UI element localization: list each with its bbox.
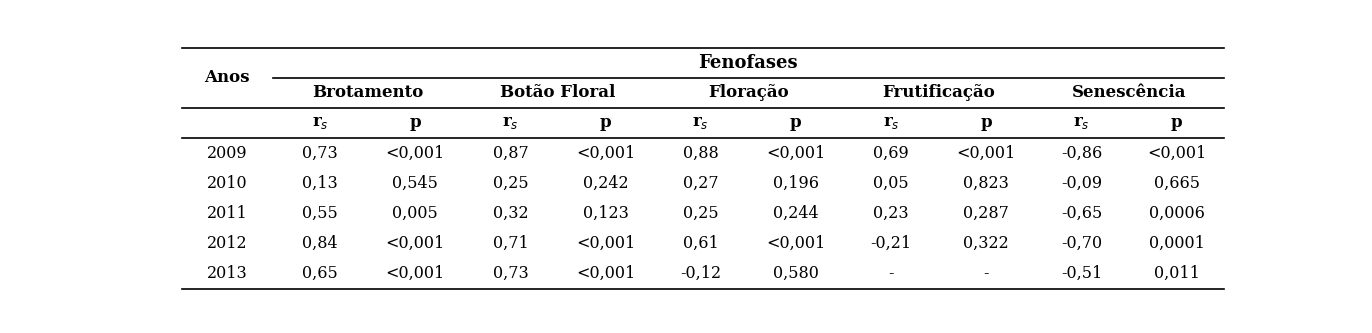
Text: 0,25: 0,25 bbox=[683, 205, 719, 222]
Text: 0,823: 0,823 bbox=[963, 175, 1010, 192]
Text: 0,25: 0,25 bbox=[493, 175, 528, 192]
Text: 0,242: 0,242 bbox=[583, 175, 628, 192]
Text: <0,001: <0,001 bbox=[1147, 145, 1206, 162]
Text: -0,86: -0,86 bbox=[1061, 145, 1102, 162]
Text: 0,545: 0,545 bbox=[392, 175, 438, 192]
Text: 0,73: 0,73 bbox=[302, 145, 338, 162]
Text: 0,32: 0,32 bbox=[493, 205, 528, 222]
Text: 2011: 2011 bbox=[207, 205, 248, 222]
Text: p: p bbox=[790, 115, 801, 132]
Text: -0,70: -0,70 bbox=[1061, 235, 1102, 252]
Text: 0,71: 0,71 bbox=[493, 235, 528, 252]
Text: -0,21: -0,21 bbox=[870, 235, 911, 252]
Text: 2009: 2009 bbox=[207, 145, 247, 162]
Text: 2010: 2010 bbox=[207, 175, 247, 192]
Text: 0,011: 0,011 bbox=[1154, 265, 1199, 282]
Text: 0,84: 0,84 bbox=[302, 235, 338, 252]
Text: Floração: Floração bbox=[708, 84, 789, 101]
Text: 0,244: 0,244 bbox=[772, 205, 819, 222]
Text: <0,001: <0,001 bbox=[956, 145, 1015, 162]
Text: p: p bbox=[1170, 115, 1183, 132]
Text: 0,580: 0,580 bbox=[772, 265, 819, 282]
Text: p: p bbox=[409, 115, 421, 132]
Text: Botão Floral: Botão Floral bbox=[501, 84, 616, 101]
Text: 0,322: 0,322 bbox=[963, 235, 1010, 252]
Text: 0,27: 0,27 bbox=[683, 175, 719, 192]
Text: <0,001: <0,001 bbox=[386, 145, 445, 162]
Text: 0,65: 0,65 bbox=[302, 265, 338, 282]
Text: <0,001: <0,001 bbox=[576, 145, 635, 162]
Text: Anos: Anos bbox=[204, 69, 250, 86]
Text: -0,12: -0,12 bbox=[681, 265, 722, 282]
Text: Brotamento: Brotamento bbox=[311, 84, 424, 101]
Text: 0,0006: 0,0006 bbox=[1148, 205, 1205, 222]
Text: <0,001: <0,001 bbox=[767, 145, 826, 162]
Text: <0,001: <0,001 bbox=[576, 265, 635, 282]
Text: 0,123: 0,123 bbox=[583, 205, 628, 222]
Text: 0,88: 0,88 bbox=[683, 145, 719, 162]
Text: 0,05: 0,05 bbox=[873, 175, 908, 192]
Text: r$_s$: r$_s$ bbox=[882, 115, 900, 132]
Text: <0,001: <0,001 bbox=[767, 235, 826, 252]
Text: 0,69: 0,69 bbox=[873, 145, 910, 162]
Text: 0,73: 0,73 bbox=[493, 265, 528, 282]
Text: Fenofases: Fenofases bbox=[698, 54, 799, 72]
Text: <0,001: <0,001 bbox=[386, 235, 445, 252]
Text: p: p bbox=[600, 115, 612, 132]
Text: <0,001: <0,001 bbox=[386, 265, 445, 282]
Text: 2013: 2013 bbox=[207, 265, 248, 282]
Text: 0,55: 0,55 bbox=[302, 205, 338, 222]
Text: 0,61: 0,61 bbox=[683, 235, 719, 252]
Text: 0,665: 0,665 bbox=[1154, 175, 1199, 192]
Text: -: - bbox=[984, 265, 989, 282]
Text: -0,09: -0,09 bbox=[1061, 175, 1102, 192]
Text: 0,0001: 0,0001 bbox=[1148, 235, 1205, 252]
Text: 0,87: 0,87 bbox=[493, 145, 528, 162]
Text: p: p bbox=[981, 115, 992, 132]
Text: 2012: 2012 bbox=[207, 235, 247, 252]
Text: r$_s$: r$_s$ bbox=[1073, 115, 1089, 132]
Text: -0,51: -0,51 bbox=[1061, 265, 1102, 282]
Text: 0,23: 0,23 bbox=[873, 205, 908, 222]
Text: Frutificação: Frutificação bbox=[882, 84, 995, 101]
Text: 0,287: 0,287 bbox=[963, 205, 1010, 222]
Text: Senescência: Senescência bbox=[1072, 84, 1187, 101]
Text: 0,13: 0,13 bbox=[302, 175, 338, 192]
Text: -0,65: -0,65 bbox=[1061, 205, 1102, 222]
Text: 0,196: 0,196 bbox=[772, 175, 819, 192]
Text: <0,001: <0,001 bbox=[576, 235, 635, 252]
Text: -: - bbox=[888, 265, 893, 282]
Text: r$_s$: r$_s$ bbox=[311, 115, 328, 132]
Text: 0,005: 0,005 bbox=[392, 205, 438, 222]
Text: r$_s$: r$_s$ bbox=[502, 115, 519, 132]
Text: r$_s$: r$_s$ bbox=[693, 115, 709, 132]
